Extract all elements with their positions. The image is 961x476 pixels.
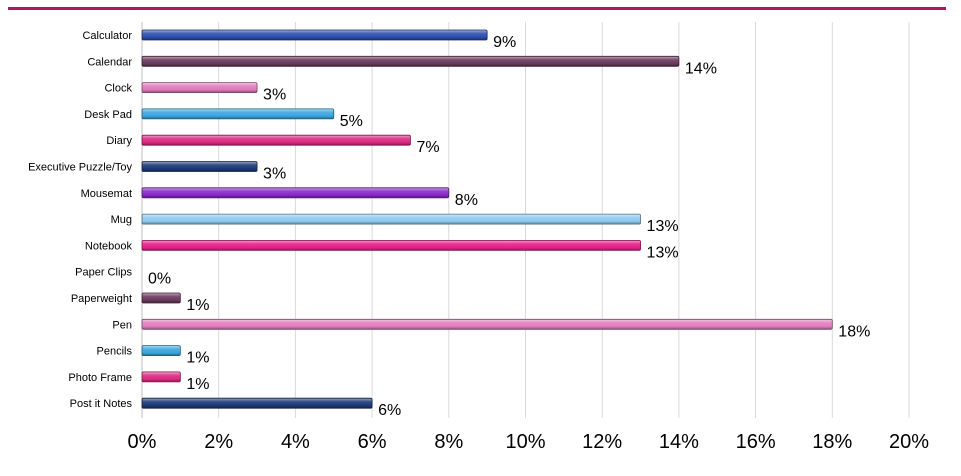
x-tick-label: 18%: [812, 431, 852, 453]
x-tick-label: 8%: [434, 431, 463, 453]
category-label: Paper Clips: [75, 267, 132, 279]
data-label: 0%: [148, 271, 171, 288]
x-tick-labels: 0% 2% 4% 6% 8% 10% 12% 14% 16% 18% 20%: [128, 431, 930, 453]
category-label: Paperweight: [71, 293, 132, 305]
data-label: 9%: [493, 34, 516, 51]
bar: [141, 55, 680, 67]
category-label: Diary: [106, 135, 132, 147]
bar: [141, 134, 411, 146]
category-label: Calendar: [87, 56, 132, 68]
x-tick-label: 12%: [582, 431, 622, 453]
bar: [141, 292, 181, 304]
category-label: Mousemat: [81, 188, 132, 200]
bar: [141, 29, 488, 41]
category-label: Clock: [104, 83, 132, 95]
bar: [141, 187, 450, 199]
category-label: Pencils: [97, 346, 133, 358]
bar: [141, 161, 258, 172]
data-label: 3%: [263, 166, 286, 183]
gridlines: [218, 22, 910, 418]
data-label: 7%: [416, 139, 439, 156]
bar: [141, 371, 181, 383]
top-accent-rule: [8, 7, 946, 10]
category-label: Photo Frame: [68, 372, 132, 384]
data-label: 1%: [186, 376, 209, 393]
bars: [141, 29, 833, 409]
category-label: Calculator: [82, 30, 132, 42]
x-tick-label: 6%: [358, 431, 387, 453]
bar: [141, 82, 258, 93]
data-label: 14%: [685, 60, 717, 77]
data-label: 5%: [340, 113, 363, 130]
x-tick-label: 4%: [281, 431, 310, 453]
category-label: Pen: [112, 319, 132, 331]
x-tick-label: 0%: [128, 431, 157, 453]
data-label: 13%: [647, 244, 679, 261]
x-tick-label: 2%: [204, 431, 233, 453]
category-label: Desk Pad: [84, 109, 132, 121]
bar: [141, 108, 335, 120]
category-label: Mug: [111, 214, 132, 226]
data-label: 13%: [647, 218, 679, 235]
category-labels: Calculator Calendar Clock Desk Pad Diary Exec…: [28, 30, 132, 410]
bar: [141, 318, 833, 330]
data-label: 18%: [838, 323, 870, 340]
bar: [141, 213, 641, 225]
data-label: 8%: [455, 192, 478, 209]
x-tick-label: 20%: [889, 431, 929, 453]
data-label: 3%: [263, 87, 286, 104]
category-label: Executive Puzzle/Toy: [28, 162, 132, 174]
x-tick-label: 14%: [659, 431, 699, 453]
data-label: 1%: [186, 297, 209, 314]
bar: [141, 397, 373, 409]
data-label: 6%: [378, 402, 401, 419]
x-tick-label: 16%: [736, 431, 776, 453]
x-tick-label: 10%: [505, 431, 545, 453]
category-label: Post it Notes: [70, 398, 133, 410]
category-label: Notebook: [85, 240, 133, 252]
bar: [141, 345, 181, 357]
value-labels: 9% 14% 3% 5% 7% 3% 8% 13% 13% 0% 1% 18% 1% 1% 6%: [148, 34, 870, 419]
bar: [141, 239, 641, 251]
data-label: 1%: [186, 350, 209, 367]
